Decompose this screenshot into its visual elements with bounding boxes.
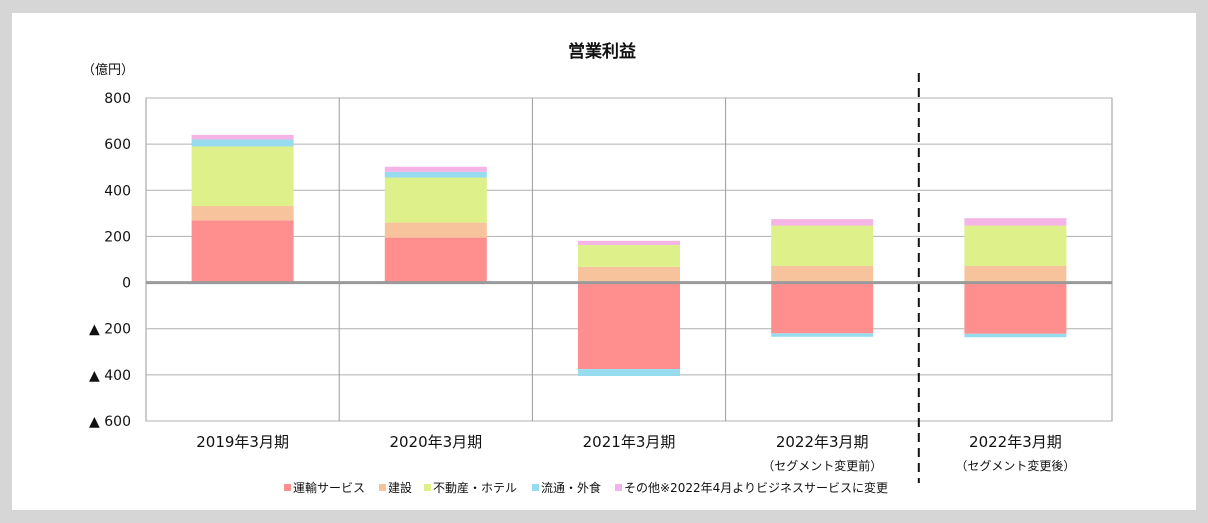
bar-segment (191, 139, 294, 147)
bar-segment (964, 282, 1067, 334)
bar-segment (191, 220, 294, 283)
legend-label: 流通・外食 (541, 480, 601, 495)
y-unit-label: （億円） (82, 62, 134, 78)
x-tick-label: 2022年3月期 (776, 433, 869, 451)
bar-segment (191, 205, 294, 221)
bar-segment (771, 265, 874, 283)
chart-title: 営業利益 (568, 41, 636, 62)
y-tick-label: 400 (104, 183, 131, 199)
bar-segment (964, 265, 1067, 283)
bar-segment (384, 237, 487, 283)
bars (191, 134, 1067, 377)
bar-segment (964, 218, 1067, 226)
grid (145, 97, 1113, 422)
y-tick-label: 600 (104, 137, 131, 153)
chart-frame: 営業利益 （億円） 800 600 400 200 0 ▲ 200 ▲ 400 ▲ 600 20… (12, 13, 1196, 510)
bar-segment (771, 219, 874, 226)
legend-label: 不動産・ホテル (433, 480, 517, 495)
x-tick-note: （セグメント変更前） (762, 458, 882, 473)
x-tick-label: 2021年3月期 (583, 433, 676, 451)
x-tick-label: 2019年3月期 (196, 433, 289, 451)
bar-segment (578, 240, 680, 245)
legend: 運輸サービス 建設 不動産・ホテル 流通・外食 その他※2022年4月よりビジネスサービ… (284, 480, 888, 495)
legend-swatch (379, 484, 386, 491)
y-tick-label: ▲ 600 (89, 414, 131, 430)
bar-segment (578, 266, 680, 283)
legend-label: 運輸サービス (293, 480, 365, 495)
bar-segment (384, 222, 487, 238)
bar-segment (384, 171, 487, 178)
bar-segment (578, 282, 680, 370)
y-tick-label: ▲ 200 (89, 322, 131, 338)
x-tick-note: （セグメント変更後） (955, 458, 1075, 473)
bar-segment (191, 134, 294, 140)
legend-swatch (532, 484, 539, 491)
y-tick-label: 200 (104, 229, 131, 245)
y-tick-label: 800 (104, 91, 131, 107)
y-tick-label: ▲ 400 (89, 368, 131, 384)
legend-swatch (424, 484, 431, 491)
bar-segment (771, 282, 874, 334)
bar-segment (578, 244, 680, 267)
legend-label: 建設 (388, 480, 412, 495)
legend-swatch (284, 484, 291, 491)
legend-label: その他※2022年4月よりビジネスサービスに変更 (624, 480, 888, 495)
operating-profit-chart: 営業利益 （億円） 800 600 400 200 0 ▲ 200 ▲ 400 ▲ 600 20… (82, 41, 1113, 495)
bar-segment (964, 225, 1067, 266)
bar-segment (578, 369, 680, 377)
bar-segment (384, 177, 487, 223)
axes: 800 600 400 200 0 ▲ 200 ▲ 400 ▲ 600 2019年3月期 2020… (89, 73, 1112, 483)
y-tick-label: 0 (122, 276, 131, 292)
bar-segment (771, 225, 874, 266)
legend-swatch (615, 484, 622, 491)
bar-segment (964, 333, 1067, 338)
bar-segment (771, 333, 874, 337)
x-tick-label: 2022年3月期 (969, 433, 1062, 451)
bar-segment (191, 146, 294, 206)
bar-segment (384, 166, 487, 172)
x-tick-label: 2020年3月期 (389, 433, 482, 451)
